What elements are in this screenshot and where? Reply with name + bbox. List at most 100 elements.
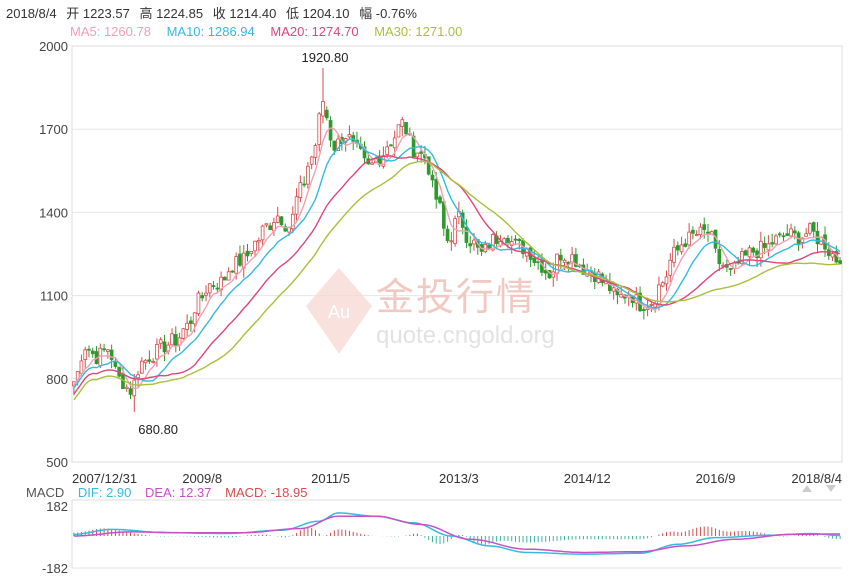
- ma10-line: [73, 138, 841, 389]
- candle-body: [234, 256, 239, 274]
- header-high: 高 1224.85: [139, 6, 204, 21]
- candle-body: [302, 183, 306, 186]
- candle-body: [434, 179, 439, 200]
- y-tick-label: 500: [46, 455, 68, 470]
- candle-body: [642, 309, 646, 311]
- candle-body: [389, 144, 393, 147]
- candle-body: [109, 349, 114, 360]
- header-date: 2018/8/4: [6, 6, 57, 21]
- candle-body: [404, 122, 408, 135]
- candle-body: [283, 226, 288, 232]
- candle-body: [313, 145, 318, 158]
- candle-body: [181, 328, 186, 339]
- header-low: 低 1204.10: [285, 6, 350, 21]
- candle-body: [392, 137, 397, 149]
- candle-body: [691, 229, 695, 234]
- macd-y-tick-bottom: -182: [42, 561, 68, 573]
- candle-body: [317, 113, 322, 145]
- candle-body: [660, 282, 665, 287]
- macd-y-tick-top: 182: [46, 499, 68, 514]
- candle-body: [196, 292, 201, 315]
- candle-body: [185, 322, 189, 330]
- candle-body: [570, 254, 574, 264]
- scroll-down-icon: [826, 485, 836, 492]
- ma-legend: MA5: 1260.78 MA10: 1286.94 MA20: 1274.70…: [70, 24, 474, 39]
- main-plot-border: [71, 45, 843, 463]
- candle-body: [136, 374, 140, 379]
- annotation-high: 1920.80: [302, 50, 349, 65]
- candle-body: [838, 260, 842, 265]
- legend-dea: DEA: 12.37: [145, 485, 212, 500]
- candle-body: [396, 124, 401, 138]
- x-tick-label: 2007/12/31: [72, 471, 137, 486]
- candle-body: [449, 240, 454, 243]
- legend-dif: DIF: 2.90: [77, 485, 132, 500]
- candle-body: [706, 231, 710, 234]
- candle-body: [158, 339, 163, 344]
- candle-body: [170, 333, 174, 346]
- candle-body: [309, 156, 314, 165]
- candle-body: [173, 333, 178, 346]
- candle-body: [260, 225, 265, 241]
- candle-body: [226, 271, 231, 281]
- candle-body: [811, 222, 816, 232]
- candle-body: [385, 146, 390, 155]
- candle-body: [513, 238, 518, 241]
- y-tick-label: 800: [46, 372, 68, 387]
- candle-body: [751, 247, 756, 253]
- legend-ma20: MA20: 1274.70: [270, 24, 359, 39]
- x-tick-label: 2011/5: [311, 471, 350, 486]
- candle-body: [804, 233, 808, 237]
- annotation-low: 680.80: [138, 422, 178, 437]
- candle-body: [445, 228, 450, 242]
- candle-body: [207, 283, 212, 294]
- candle-body: [257, 239, 261, 243]
- candle-body: [574, 254, 578, 267]
- legend-macd: MACD: -18.95: [225, 485, 308, 500]
- candle-body: [683, 243, 688, 247]
- candle-body: [532, 257, 537, 263]
- candle-body: [687, 231, 691, 246]
- candle-body: [147, 359, 152, 362]
- candle-body: [362, 146, 367, 159]
- header-close: 收 1214.40: [212, 6, 277, 21]
- candle-body: [204, 292, 208, 296]
- candle-body: [781, 235, 786, 238]
- candle-body: [400, 119, 405, 127]
- candle-body: [747, 247, 752, 258]
- candle-body: [189, 320, 193, 324]
- candle-body: [721, 264, 725, 267]
- candle-body: [290, 213, 295, 230]
- candle-body: [287, 227, 291, 233]
- candle-body: [728, 268, 733, 270]
- candle-body: [298, 182, 303, 198]
- ma5-line: [73, 127, 841, 390]
- candle-body: [619, 294, 624, 298]
- candle-body: [717, 249, 722, 265]
- candle-body: [415, 152, 420, 158]
- candle-body: [143, 359, 148, 364]
- candle-body: [336, 138, 340, 151]
- candle-body: [151, 360, 155, 363]
- candle-body: [491, 234, 495, 251]
- candle-body: [543, 269, 548, 274]
- candle-body: [830, 253, 835, 258]
- candle-body: [675, 245, 680, 251]
- candle-body: [653, 303, 657, 308]
- candle-body: [113, 361, 118, 367]
- candle-body: [253, 240, 257, 252]
- candle-body: [792, 230, 797, 234]
- candle-body: [128, 388, 133, 395]
- candle-body: [321, 101, 325, 117]
- x-tick-label: 2016/9: [696, 471, 736, 486]
- candle-body: [162, 341, 167, 353]
- legend-ma5: MA5: 1260.78: [70, 24, 151, 39]
- candle-body: [238, 253, 242, 266]
- candle-body: [777, 233, 782, 236]
- candle-body: [558, 254, 563, 261]
- dif-line: [73, 512, 841, 555]
- y-tick-label: 1100: [40, 289, 68, 304]
- header-open: 开 1223.57: [66, 6, 130, 21]
- candle-body: [419, 151, 423, 154]
- candle-body: [124, 386, 129, 389]
